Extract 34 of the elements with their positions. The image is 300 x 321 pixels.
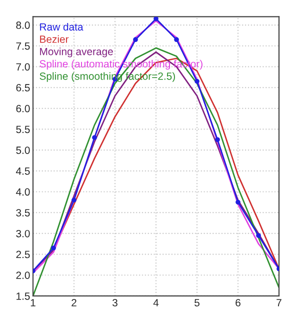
x-tick-label: 3 bbox=[112, 299, 118, 306]
point bbox=[215, 137, 220, 142]
x-tick-label: 6 bbox=[236, 299, 240, 306]
point bbox=[236, 200, 240, 205]
y-tick-label: 4.0 bbox=[16, 188, 30, 196]
y-tick-label: 6.0 bbox=[16, 104, 30, 112]
text: Raw data bbox=[40, 22, 84, 31]
point bbox=[133, 37, 138, 42]
point bbox=[256, 233, 261, 238]
x-tick-label: 1 bbox=[30, 299, 36, 306]
point bbox=[154, 16, 158, 22]
y-tick-label: 1.5 bbox=[16, 292, 30, 300]
y-tick-label: 6.5 bbox=[16, 84, 30, 92]
y-tick-label: 2.0 bbox=[16, 272, 30, 279]
point bbox=[194, 78, 200, 84]
point bbox=[51, 246, 56, 250]
y-tick-label: 7.0 bbox=[16, 63, 30, 71]
text: Bezier bbox=[40, 35, 69, 43]
text: Moving average bbox=[40, 48, 113, 58]
y-tick-label: 3.5 bbox=[16, 209, 30, 216]
y-tick-label: 7.5 bbox=[16, 42, 30, 50]
x-tick-label: 4 bbox=[153, 299, 159, 306]
point bbox=[92, 135, 97, 140]
point bbox=[72, 198, 76, 203]
y-tick-label: 5.0 bbox=[16, 146, 30, 154]
y-tick-label: 3.0 bbox=[16, 230, 30, 238]
x-tick-label: 2 bbox=[72, 299, 76, 306]
x-tick-label: 7 bbox=[276, 299, 282, 306]
y-tick-label: 8.0 bbox=[16, 22, 30, 29]
y-tick-label: 2.5 bbox=[16, 250, 30, 258]
y-tick-label: 5.5 bbox=[16, 126, 30, 134]
point bbox=[174, 37, 179, 42]
x-tick-label: 5 bbox=[194, 299, 200, 306]
y-tick-label: 4.5 bbox=[16, 168, 30, 175]
